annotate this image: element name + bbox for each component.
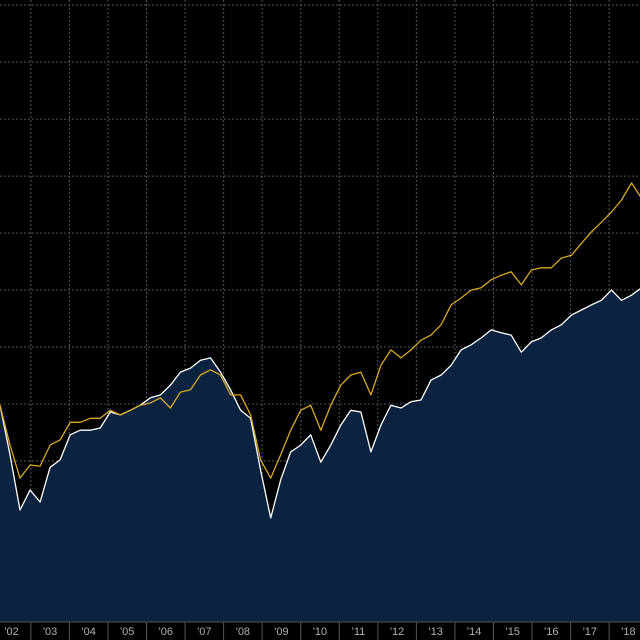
line: [0, 182, 640, 479]
x-tick-label: '02: [4, 626, 18, 638]
x-tick-label: '07: [197, 626, 211, 638]
x-tick-label: '06: [159, 626, 173, 638]
x-tick-label: '15: [506, 626, 520, 638]
x-tick-label: '18: [621, 626, 635, 638]
x-tick-label: '14: [467, 626, 481, 638]
x-tick-label: '13: [428, 626, 442, 638]
x-tick-label: '09: [274, 626, 288, 638]
x-tick-label: '03: [43, 626, 57, 638]
x-tick-label: '05: [120, 626, 134, 638]
plot-area: [0, 182, 640, 622]
line: [0, 288, 640, 519]
x-tick-label: '17: [583, 626, 597, 638]
x-tick-label: '10: [313, 626, 327, 638]
x-axis-labels: '02 '03 '04 '05 '06 '07 '08 '09 '10 '11 '12 '13 '14 '…: [4, 622, 636, 640]
area: [0, 288, 640, 622]
x-tick-label: '04: [82, 626, 96, 638]
x-tick-label: '11: [352, 626, 366, 638]
x-tick-label: '12: [390, 626, 404, 638]
x-tick-label: '16: [544, 626, 558, 638]
x-tick-label: '08: [236, 626, 250, 638]
